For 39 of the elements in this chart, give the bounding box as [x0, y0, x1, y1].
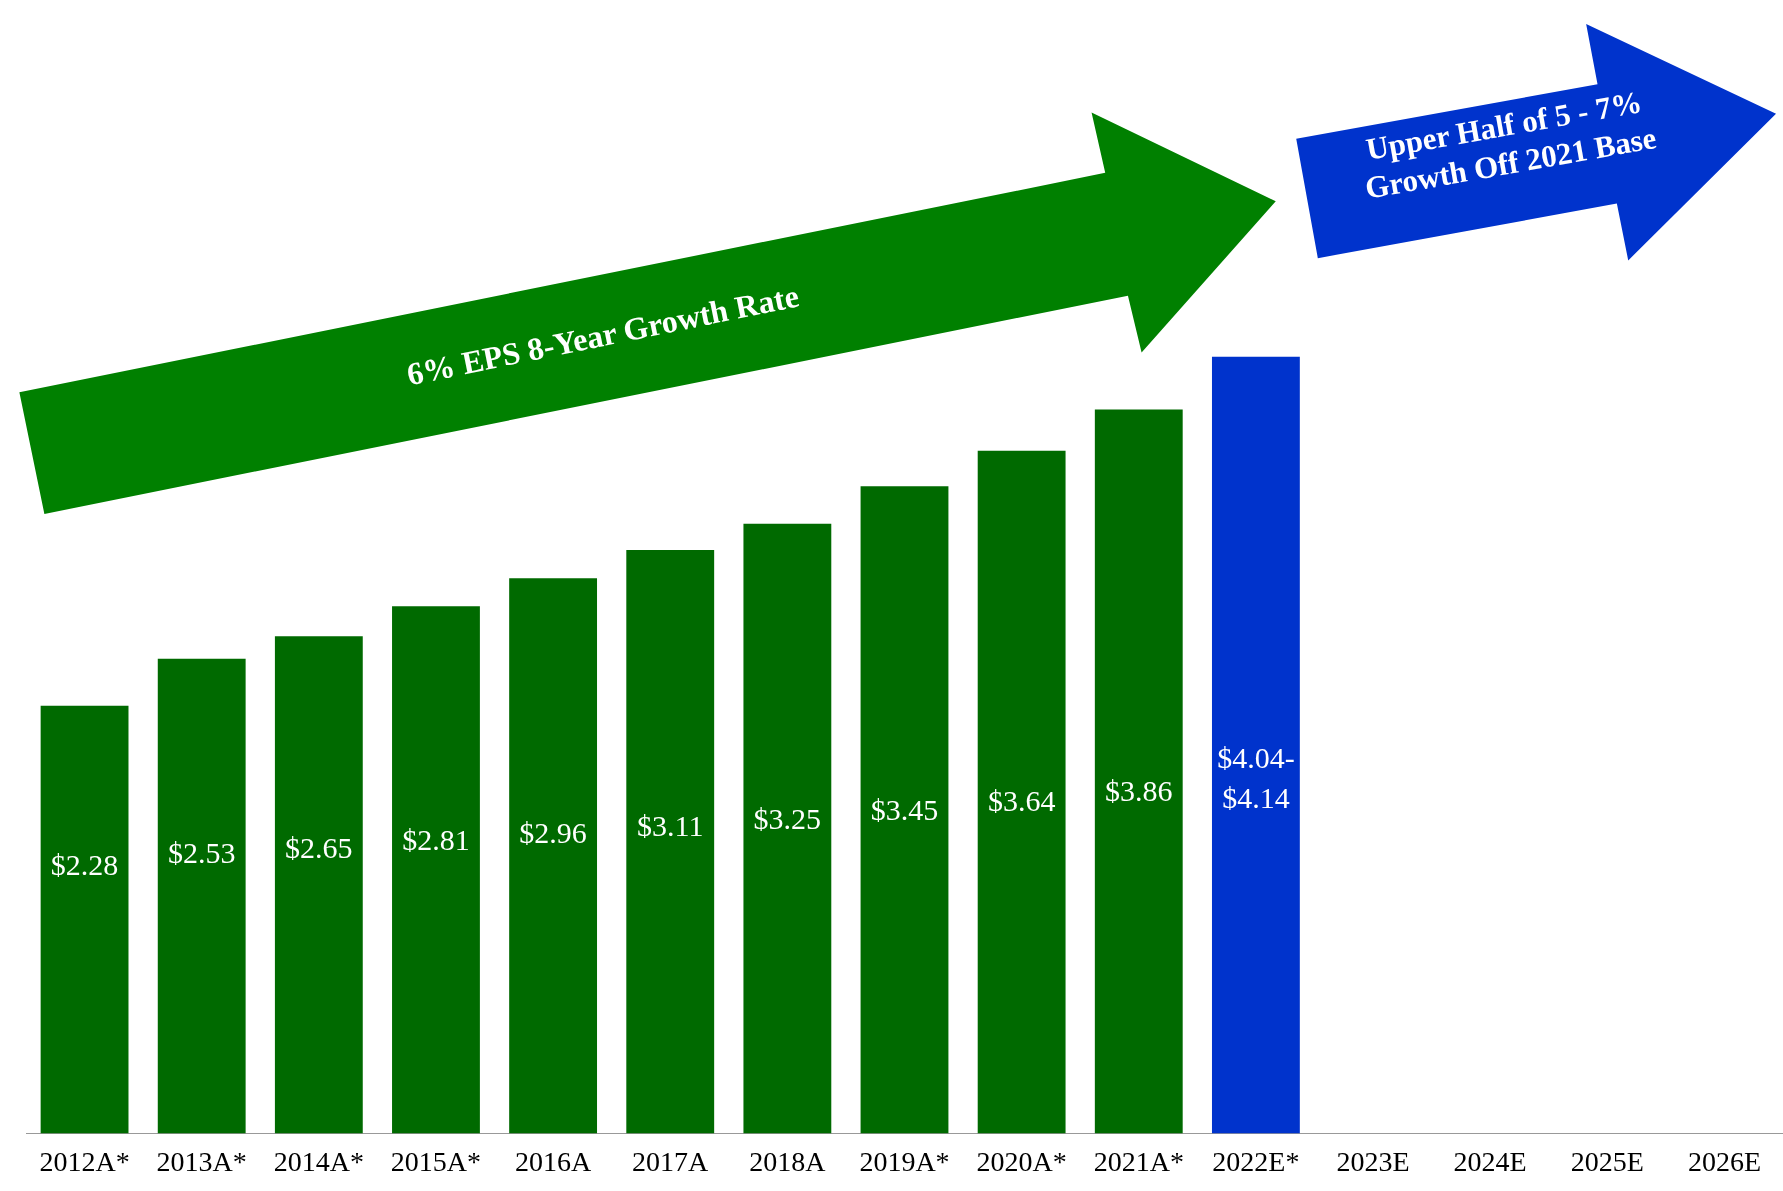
data-label: $3.86: [1105, 773, 1173, 807]
x-tick-label: 2014A*: [273, 1145, 364, 1177]
data-label: $4.04-$4.14: [1217, 740, 1295, 814]
x-tick-label: 2023E: [1336, 1145, 1410, 1177]
bar: [860, 486, 949, 1134]
x-tick-label: 2025E: [1570, 1145, 1644, 1177]
data-label: $3.64: [987, 784, 1056, 818]
x-tick-label: 2016A: [514, 1145, 592, 1177]
x-tick-label: 2017A: [632, 1145, 710, 1177]
bar: [743, 523, 832, 1134]
bar: [977, 450, 1066, 1134]
data-label: $2.28: [50, 847, 119, 881]
x-tick-label: 2024E: [1453, 1145, 1527, 1177]
bar: [157, 658, 246, 1134]
x-tick-label: 2022E*: [1212, 1145, 1300, 1177]
x-tick-label: 2018A: [749, 1145, 827, 1177]
data-label: $2.96: [519, 816, 587, 850]
x-tick-label: 2012A*: [39, 1145, 130, 1177]
bar: [1211, 356, 1300, 1134]
data-label: $2.65: [285, 830, 353, 864]
data-label: $3.11: [637, 809, 704, 843]
data-label: $2.53: [167, 836, 236, 870]
text: Upper Half of 5 - 7% Growth Off 2021 Base: [1362, 83, 1659, 206]
x-tick-label: 2013A*: [156, 1145, 247, 1177]
bar: [40, 705, 129, 1134]
bar: [1094, 409, 1183, 1134]
data-label: $3.45: [870, 793, 939, 827]
x-tick-label: 2021A*: [1093, 1145, 1184, 1177]
bar: [392, 606, 480, 1134]
bar: [274, 636, 363, 1134]
x-tick-label: 2026E: [1687, 1145, 1761, 1177]
x-tick-label: 2020A*: [976, 1145, 1067, 1177]
bar: [509, 578, 598, 1134]
annotation: 6% EPS 8-Year Growth Rate: [403, 277, 802, 393]
x-tick-label: 2015A*: [390, 1145, 482, 1177]
bar: [626, 550, 715, 1134]
data-label: $3.25: [753, 802, 822, 836]
x-tick-label: 2019A*: [859, 1145, 950, 1177]
data-label: $2.81: [402, 823, 470, 857]
